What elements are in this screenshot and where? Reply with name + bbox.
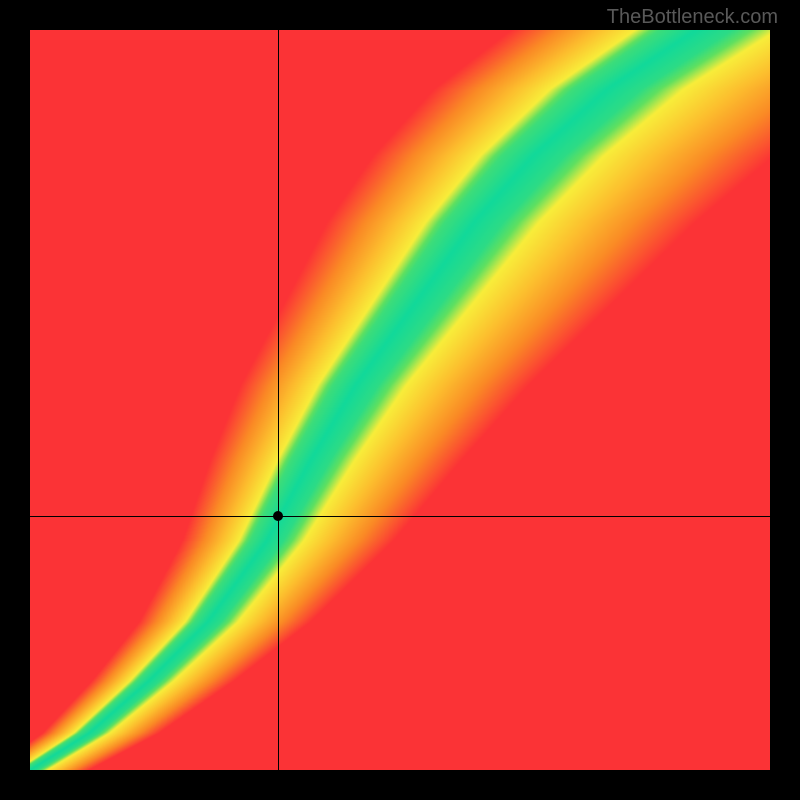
plot-area (30, 30, 770, 770)
data-point-marker (273, 511, 283, 521)
watermark-text: TheBottleneck.com (607, 6, 778, 29)
chart-container: TheBottleneck.com (0, 0, 800, 800)
heatmap-canvas (30, 30, 770, 770)
crosshair-horizontal (30, 516, 770, 517)
crosshair-vertical (278, 30, 279, 770)
